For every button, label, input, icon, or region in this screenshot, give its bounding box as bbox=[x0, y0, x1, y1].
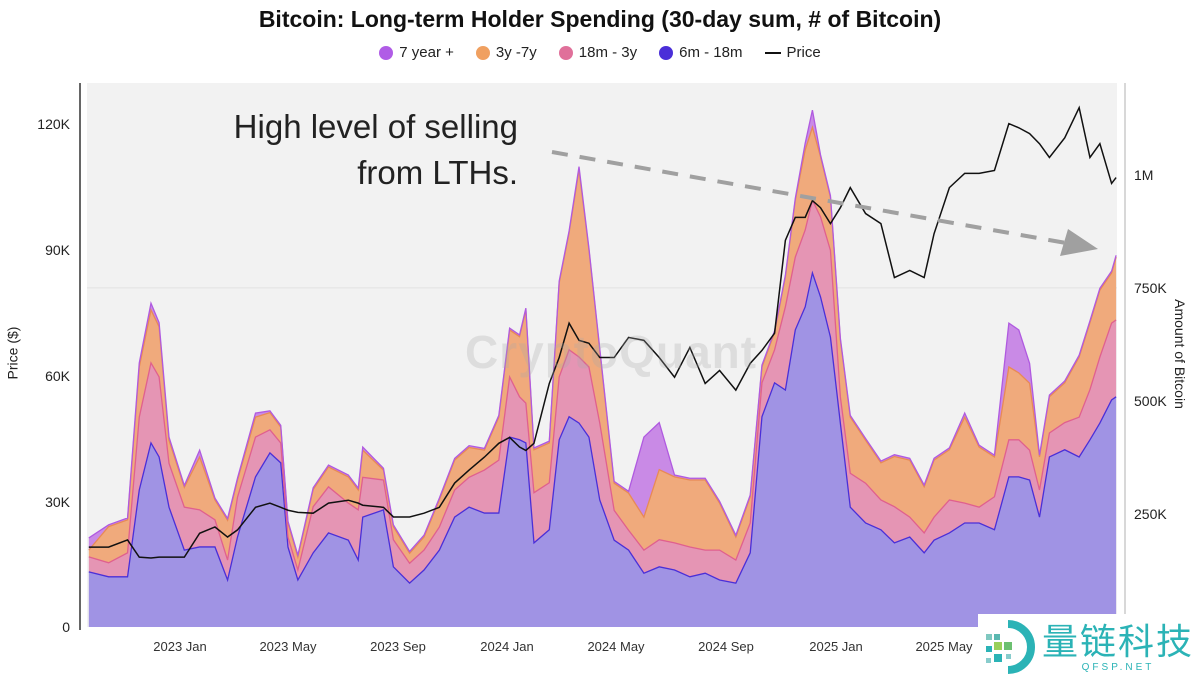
legend-label: 3y -7y bbox=[495, 44, 537, 61]
x-tick-label: 2025 May bbox=[915, 639, 973, 654]
legend-swatch bbox=[379, 45, 394, 60]
annotation-text: High level of selling from LTHs. bbox=[200, 104, 518, 196]
legend-swatch bbox=[558, 45, 573, 60]
logo-text: 量链科技 bbox=[1042, 620, 1195, 662]
legend-item-6m-18m[interactable]: 6m - 18m bbox=[659, 44, 743, 61]
area-3y-7y bbox=[88, 127, 1117, 571]
x-tick-label: 2024 Sep bbox=[698, 639, 754, 654]
annotation-line: from LTHs. bbox=[357, 154, 518, 191]
left-tick-label: 0 bbox=[62, 619, 70, 635]
x-tick-label: 2024 May bbox=[587, 639, 645, 654]
x-tick-label: 2023 May bbox=[259, 639, 317, 654]
x-tick-label: 2025 Jan bbox=[809, 639, 863, 654]
right-tick-label: 250K bbox=[1134, 506, 1167, 522]
chart-title: Bitcoin: Long-term Holder Spending (30-d… bbox=[258, 6, 942, 32]
legend: 7 year + 3y -7y 18m - 3y 6m - 18m Price bbox=[0, 44, 1200, 61]
trend-arrow-head-icon bbox=[1060, 229, 1098, 256]
legend-item-3y-7y[interactable]: 3y -7y bbox=[475, 44, 537, 61]
price-line bbox=[88, 105, 1117, 559]
legend-swatch bbox=[475, 45, 490, 60]
left-tick-label: 60K bbox=[45, 368, 70, 384]
left-tick-label: 90K bbox=[45, 242, 70, 258]
right-tick-label: 750K bbox=[1134, 280, 1167, 296]
area-line-18m-3y bbox=[88, 198, 1117, 573]
legend-label: 6m - 18m bbox=[679, 44, 743, 61]
x-tick-label: 2023 Sep bbox=[370, 639, 426, 654]
right-tick-label: 1M bbox=[1134, 167, 1154, 183]
legend-swatch bbox=[659, 45, 674, 60]
area-line-6m-18m bbox=[88, 270, 1117, 585]
watermark: CryptoQuant bbox=[465, 326, 758, 378]
legend-item-price[interactable]: Price bbox=[764, 44, 821, 61]
right-axis-title: Amount of Bitcoin bbox=[1171, 299, 1188, 409]
legend-item-7y-plus[interactable]: 7 year + bbox=[379, 44, 454, 61]
logo: 量链科技 QFSP.NET bbox=[978, 614, 1200, 680]
annotation-line: High level of selling bbox=[233, 108, 518, 145]
legend-label: 7 year + bbox=[399, 44, 454, 61]
x-tick-label: 2023 Jan bbox=[153, 639, 207, 654]
legend-label: Price bbox=[786, 44, 821, 61]
area-line-7-year- bbox=[88, 109, 1117, 558]
logo-subtext: QFSP.NET bbox=[1081, 661, 1155, 673]
legend-label: 18m - 3y bbox=[578, 44, 638, 61]
left-axis-title: Price ($) bbox=[4, 326, 21, 380]
area-18m-3y bbox=[88, 200, 1117, 584]
logo-mark-icon bbox=[986, 620, 1035, 674]
right-tick-label: 500K bbox=[1134, 393, 1167, 409]
legend-swatch bbox=[764, 51, 781, 54]
area-6m-18m bbox=[88, 272, 1117, 627]
left-tick-label: 30K bbox=[45, 494, 70, 510]
x-tick-label: 2024 Jan bbox=[480, 639, 534, 654]
trend-arrow-line bbox=[551, 150, 1067, 245]
legend-item-18m-3y[interactable]: 18m - 3y bbox=[558, 44, 638, 61]
left-tick-label: 120K bbox=[37, 116, 70, 132]
